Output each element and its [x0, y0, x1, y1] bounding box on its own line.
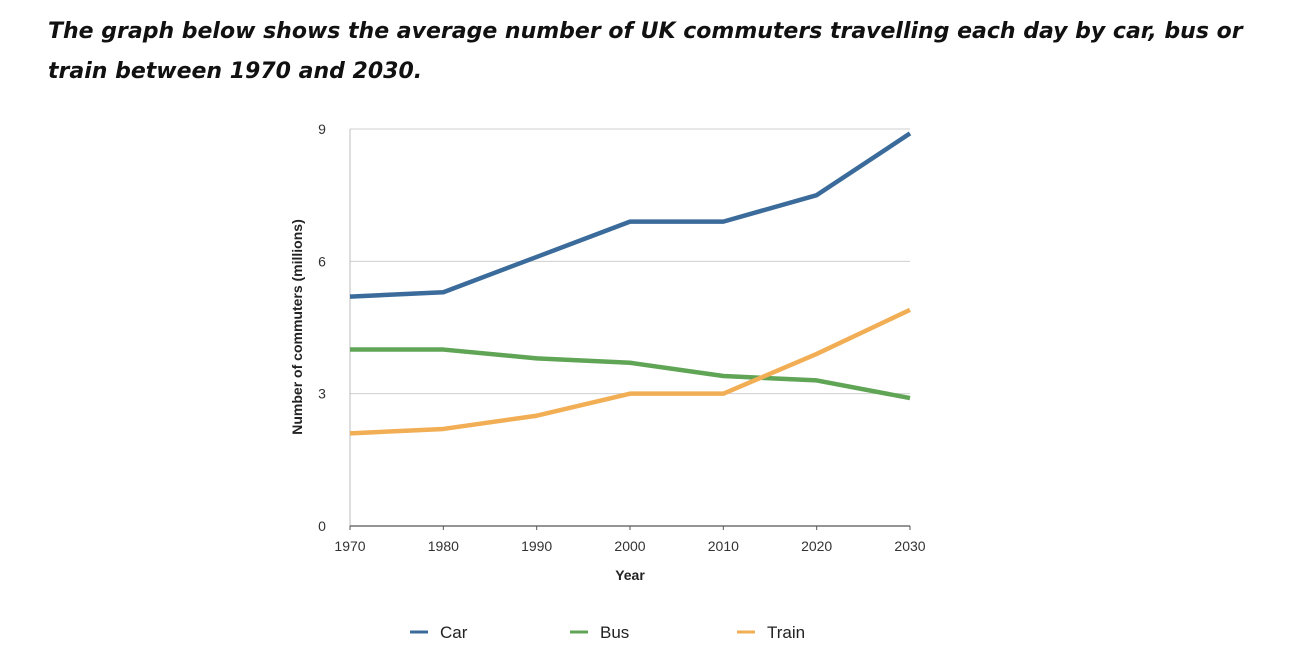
x-tick-label-2020: 2020	[801, 538, 832, 554]
y-tick-label-0: 0	[318, 518, 326, 534]
x-axis-title: Year	[615, 567, 645, 583]
x-tick-label-2010: 2010	[708, 538, 739, 554]
x-tick-label-2030: 2030	[894, 538, 925, 554]
series-lines	[349, 131, 912, 436]
grid-lines	[350, 128, 910, 395]
y-tick-label-6: 6	[318, 253, 326, 269]
x-tick-label-1990: 1990	[521, 538, 552, 554]
legend-label-car: Car	[440, 623, 468, 642]
y-tick-label-9: 9	[318, 121, 326, 137]
x-tick-label-2000: 2000	[614, 538, 645, 554]
legend: Car Bus Train	[410, 623, 805, 642]
tick-labels: 0 3 6 9 1970 1980 1990 2000 2010 2020 2030	[318, 121, 926, 554]
series-line-bus	[350, 347, 911, 401]
x-tick-label-1970: 1970	[334, 538, 365, 554]
legend-label-train: Train	[767, 623, 805, 642]
series-line-car	[349, 131, 912, 299]
x-tick-label-1980: 1980	[428, 538, 459, 554]
legend-label-bus: Bus	[600, 623, 629, 642]
y-axis-title: Number of commuters (millions)	[289, 219, 305, 434]
series-line-train	[349, 307, 911, 436]
axes	[349, 129, 911, 530]
y-tick-label-3: 3	[318, 386, 326, 402]
prompt-text: The graph below shows the average number…	[48, 19, 1243, 84]
